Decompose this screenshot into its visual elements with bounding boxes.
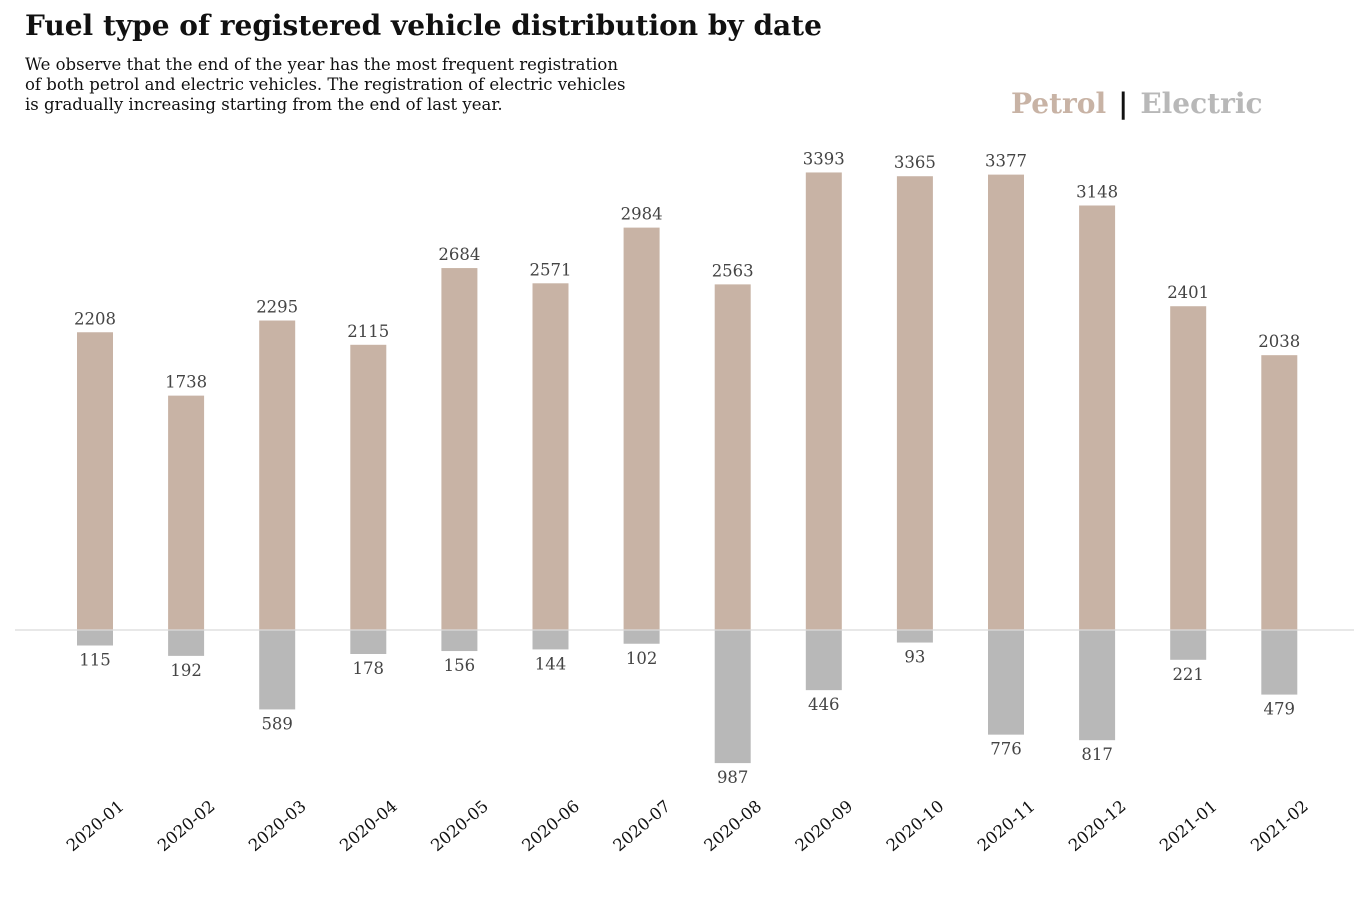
label-petrol-2020-02: 1738 bbox=[165, 373, 207, 392]
bar-electric-2021-01 bbox=[1170, 630, 1207, 660]
x-tick-2020-10: 2020-10 bbox=[883, 797, 948, 856]
label-electric-2021-01: 221 bbox=[1172, 665, 1204, 684]
label-electric-2020-09: 446 bbox=[808, 695, 840, 714]
x-tick-2020-06: 2020-06 bbox=[518, 797, 583, 856]
label-petrol-2020-04: 2115 bbox=[347, 322, 389, 341]
bar-electric-2020-09 bbox=[805, 630, 842, 691]
bar-electric-2020-03 bbox=[259, 630, 296, 710]
x-tick-2021-01: 2021-01 bbox=[1156, 797, 1221, 856]
x-tick-2020-04: 2020-04 bbox=[336, 797, 401, 856]
bar-electric-2020-04 bbox=[350, 630, 387, 655]
bar-petrol-2020-07 bbox=[623, 227, 660, 630]
label-electric-2020-04: 178 bbox=[353, 659, 385, 678]
label-petrol-2020-07: 2984 bbox=[621, 205, 663, 224]
chart-title: Fuel type of registered vehicle distribu… bbox=[25, 9, 822, 42]
label-petrol-2021-02: 2038 bbox=[1258, 332, 1300, 351]
bar-electric-2020-08 bbox=[714, 630, 751, 764]
bar-petrol-2020-05 bbox=[441, 268, 478, 630]
label-petrol-2020-12: 3148 bbox=[1076, 182, 1118, 201]
label-petrol-2020-01: 2208 bbox=[74, 309, 116, 328]
legend-electric: Electric bbox=[1140, 87, 1263, 120]
bar-petrol-2020-02 bbox=[168, 395, 205, 630]
x-tick-2020-08: 2020-08 bbox=[701, 797, 766, 856]
label-electric-2020-01: 115 bbox=[79, 651, 111, 670]
bar-electric-2020-05 bbox=[441, 630, 478, 652]
bar-petrol-2020-08 bbox=[714, 284, 751, 630]
subtitle-line-2: of both petrol and electric vehicles. Th… bbox=[25, 75, 626, 94]
x-tick-2020-01: 2020-01 bbox=[63, 797, 128, 856]
label-electric-2020-03: 589 bbox=[261, 714, 293, 733]
x-tick-2021-02: 2021-02 bbox=[1247, 797, 1312, 856]
bar-electric-2020-10 bbox=[896, 630, 933, 643]
x-tick-2020-12: 2020-12 bbox=[1065, 797, 1130, 856]
x-tick-2020-02: 2020-02 bbox=[154, 797, 219, 856]
subtitle-line-1: We observe that the end of the year has … bbox=[25, 55, 618, 74]
bar-electric-2020-07 bbox=[623, 630, 660, 644]
bar-petrol-2020-01 bbox=[77, 332, 113, 630]
label-electric-2020-10: 93 bbox=[904, 648, 925, 667]
chart-subtitle: We observe that the end of the year has … bbox=[25, 55, 785, 115]
label-petrol-2020-08: 2563 bbox=[712, 261, 754, 280]
bar-electric-2020-06 bbox=[532, 630, 569, 650]
bar-electric-2020-12 bbox=[1079, 630, 1116, 741]
bar-electric-2021-02 bbox=[1261, 630, 1298, 695]
x-tick-2020-05: 2020-05 bbox=[427, 797, 492, 856]
legend-separator: | bbox=[1118, 87, 1129, 120]
legend: Petrol | Electric bbox=[1011, 86, 1263, 122]
bar-petrol-2021-01 bbox=[1170, 306, 1207, 630]
bar-petrol-2020-03 bbox=[259, 320, 296, 630]
x-tick-2020-11: 2020-11 bbox=[974, 797, 1039, 856]
label-petrol-2020-11: 3377 bbox=[985, 152, 1027, 171]
bar-petrol-2020-06 bbox=[532, 283, 569, 630]
bar-petrol-2020-10 bbox=[896, 176, 933, 631]
label-electric-2021-02: 479 bbox=[1264, 700, 1296, 719]
x-tick-2020-03: 2020-03 bbox=[245, 797, 310, 856]
bar-petrol-2020-09 bbox=[805, 172, 842, 630]
label-petrol-2020-09: 3393 bbox=[803, 149, 845, 168]
label-petrol-2020-10: 3365 bbox=[894, 153, 936, 172]
label-petrol-2020-05: 2684 bbox=[438, 245, 480, 264]
label-electric-2020-08: 987 bbox=[717, 768, 749, 787]
label-petrol-2021-01: 2401 bbox=[1167, 283, 1209, 302]
legend-petrol: Petrol bbox=[1011, 87, 1107, 120]
bar-petrol-2020-11 bbox=[988, 174, 1024, 630]
label-petrol-2020-03: 2295 bbox=[256, 298, 298, 317]
bar-electric-2020-02 bbox=[168, 630, 205, 656]
bar-electric-2020-01 bbox=[77, 630, 113, 646]
x-tick-2020-07: 2020-07 bbox=[609, 797, 674, 856]
x-tick-2020-09: 2020-09 bbox=[792, 797, 857, 856]
label-electric-2020-06: 144 bbox=[535, 654, 567, 673]
label-petrol-2020-06: 2571 bbox=[530, 260, 572, 279]
label-electric-2020-11: 776 bbox=[990, 740, 1022, 759]
bar-petrol-2021-02 bbox=[1261, 355, 1298, 630]
label-electric-2020-02: 192 bbox=[170, 661, 202, 680]
label-electric-2020-07: 102 bbox=[626, 649, 658, 668]
bar-petrol-2020-04 bbox=[350, 344, 387, 630]
bar-petrol-2020-12 bbox=[1079, 205, 1116, 631]
label-electric-2020-12: 817 bbox=[1081, 745, 1113, 764]
label-electric-2020-05: 156 bbox=[444, 656, 476, 675]
subtitle-line-3: is gradually increasing starting from th… bbox=[25, 95, 503, 114]
bar-electric-2020-11 bbox=[988, 630, 1024, 735]
